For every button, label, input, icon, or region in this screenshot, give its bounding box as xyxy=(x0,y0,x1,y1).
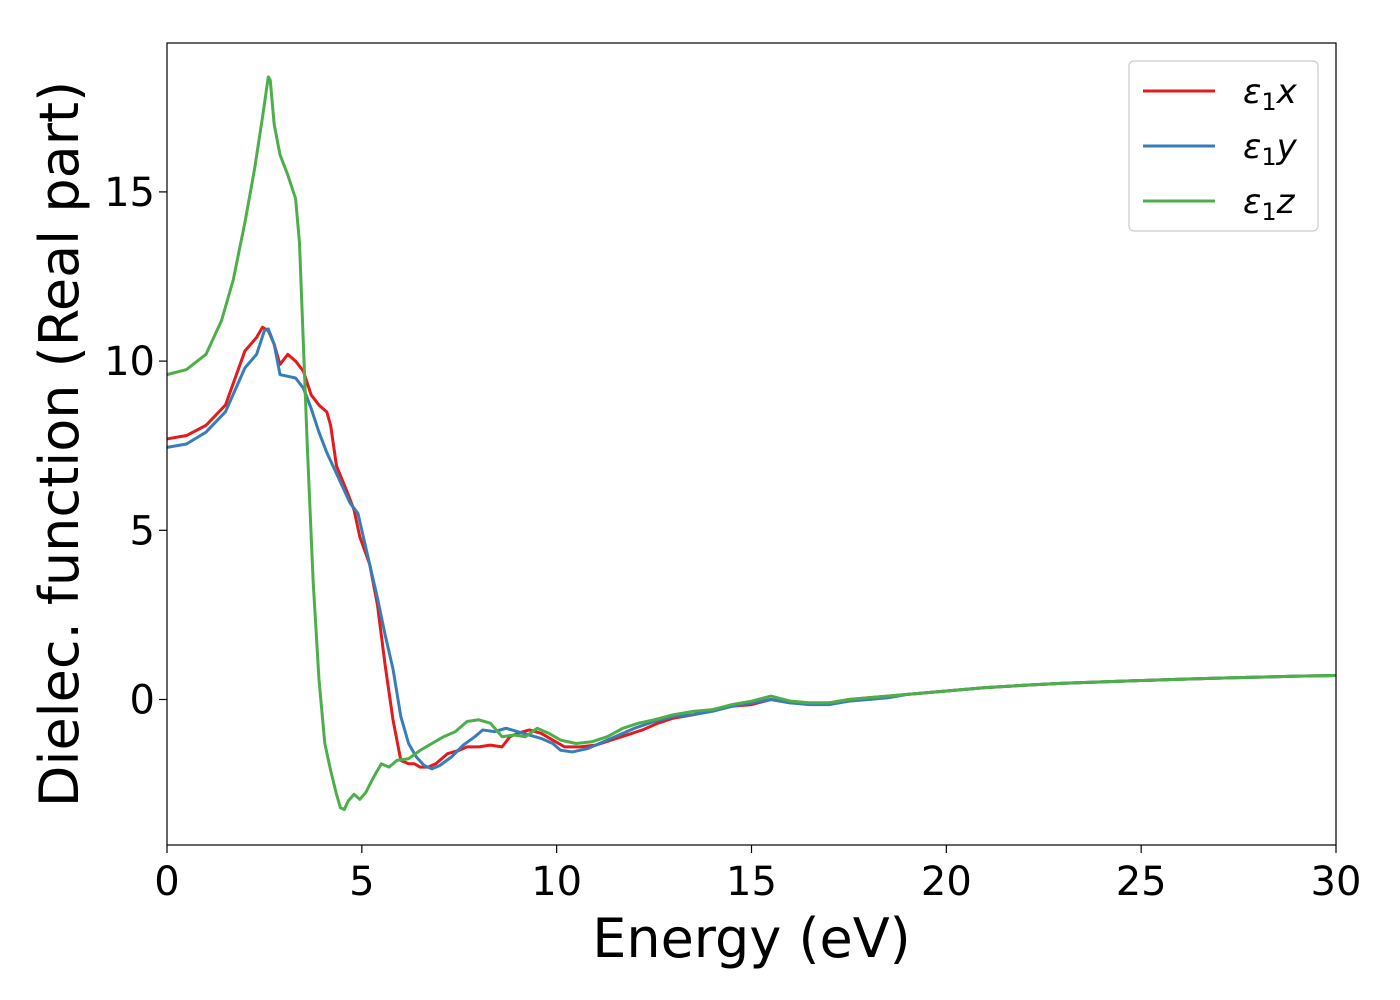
y-axis-title: Dielec. function (Real part) xyxy=(28,81,91,807)
x-tick-label: 15 xyxy=(726,859,777,905)
y-tick-label: 15 xyxy=(104,170,155,216)
y-tick-label: 5 xyxy=(130,508,155,554)
y-tick-label: 10 xyxy=(104,339,155,385)
legend-label-y: ε1y xyxy=(1243,127,1298,171)
x-tick-label: 30 xyxy=(1311,859,1362,905)
y-axis-ticks: 0 5 10 15 xyxy=(104,170,167,723)
legend-box xyxy=(1128,60,1319,232)
x-tick-label: 0 xyxy=(154,859,179,905)
series-layer xyxy=(166,75,1337,811)
x-tick-label: 5 xyxy=(349,859,374,905)
series-line-z xyxy=(166,75,1337,811)
legend-label-z: ε1z xyxy=(1243,182,1296,226)
x-tick-label: 25 xyxy=(1116,859,1167,905)
x-tick-label: 10 xyxy=(531,859,582,905)
series-line-y xyxy=(166,327,1337,771)
legend: ε1x ε1y ε1z xyxy=(1128,60,1319,232)
x-axis-ticks: 0 5 10 15 20 25 30 xyxy=(154,845,1361,905)
x-tick-label: 20 xyxy=(921,859,972,905)
y-tick-label: 0 xyxy=(130,677,155,723)
legend-label-x: ε1x xyxy=(1243,72,1298,116)
x-axis-title: Energy (eV) xyxy=(592,907,911,970)
